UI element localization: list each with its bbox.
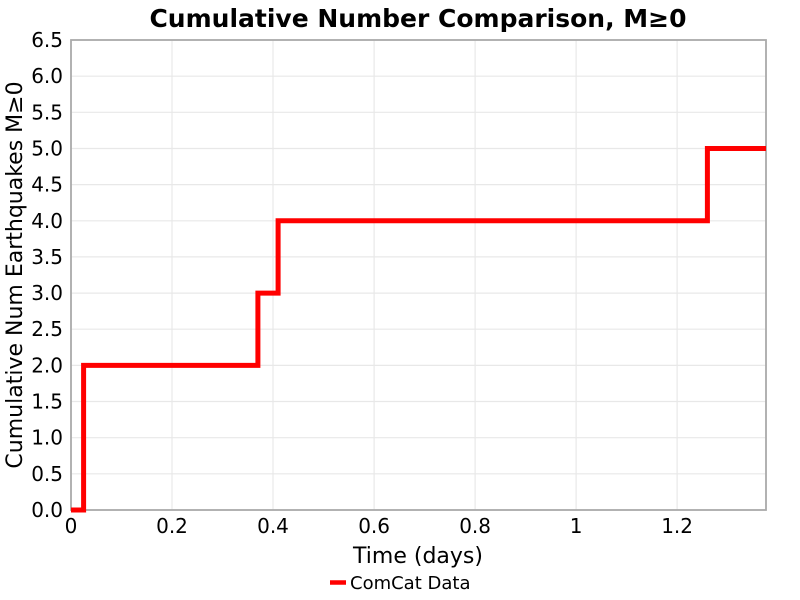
x-tick-labels: 0 0.2 0.4 0.6 0.8 1 1.2: [65, 514, 693, 538]
x-tick-label: 0.8: [459, 514, 491, 538]
plot-border: [70, 39, 767, 511]
x-tick-label: 1.2: [661, 514, 693, 538]
y-tick-label: 2.5: [31, 317, 63, 341]
x-tick-label: 0.6: [358, 514, 390, 538]
y-axis-label: Cumulative Num Earthquakes M≥0: [3, 81, 28, 468]
y-tick-label: 5.0: [31, 137, 63, 161]
legend-label: ComCat Data: [350, 573, 470, 594]
y-tick-label: 4.0: [31, 209, 63, 233]
y-tick-labels: 0.0 0.5 1.0 1.5 2.0 2.5 3.0 3.5 4.0 4.5 5.0 5.5 6.0 6…: [31, 28, 63, 522]
y-tick-label: 6.5: [31, 28, 63, 52]
comcat-data-line: [71, 146, 766, 513]
x-tick-label: 0: [65, 514, 78, 538]
x-tick-label: 1: [570, 514, 583, 538]
x-axis-label: Time (days): [352, 544, 483, 569]
x-tick-label: 0.2: [156, 514, 188, 538]
legend: ComCat Data: [330, 573, 470, 594]
y-tick-label: 6.0: [31, 64, 63, 88]
y-tick-label: 3.5: [31, 245, 63, 269]
gridlines: [70, 39, 766, 511]
y-tick-label: 3.0: [31, 281, 63, 305]
x-tick-label: 0.4: [257, 514, 289, 538]
chart-title: Cumulative Number Comparison, M≥0: [149, 4, 686, 33]
y-tick-label: 1.0: [31, 426, 63, 450]
y-tick-label: 4.5: [31, 173, 63, 197]
y-tick-label: 0.0: [31, 498, 63, 522]
y-tick-label: 2.0: [31, 353, 63, 377]
y-tick-label: 5.5: [31, 100, 63, 124]
y-tick-label: 0.5: [31, 462, 63, 486]
y-tick-label: 1.5: [31, 390, 63, 414]
